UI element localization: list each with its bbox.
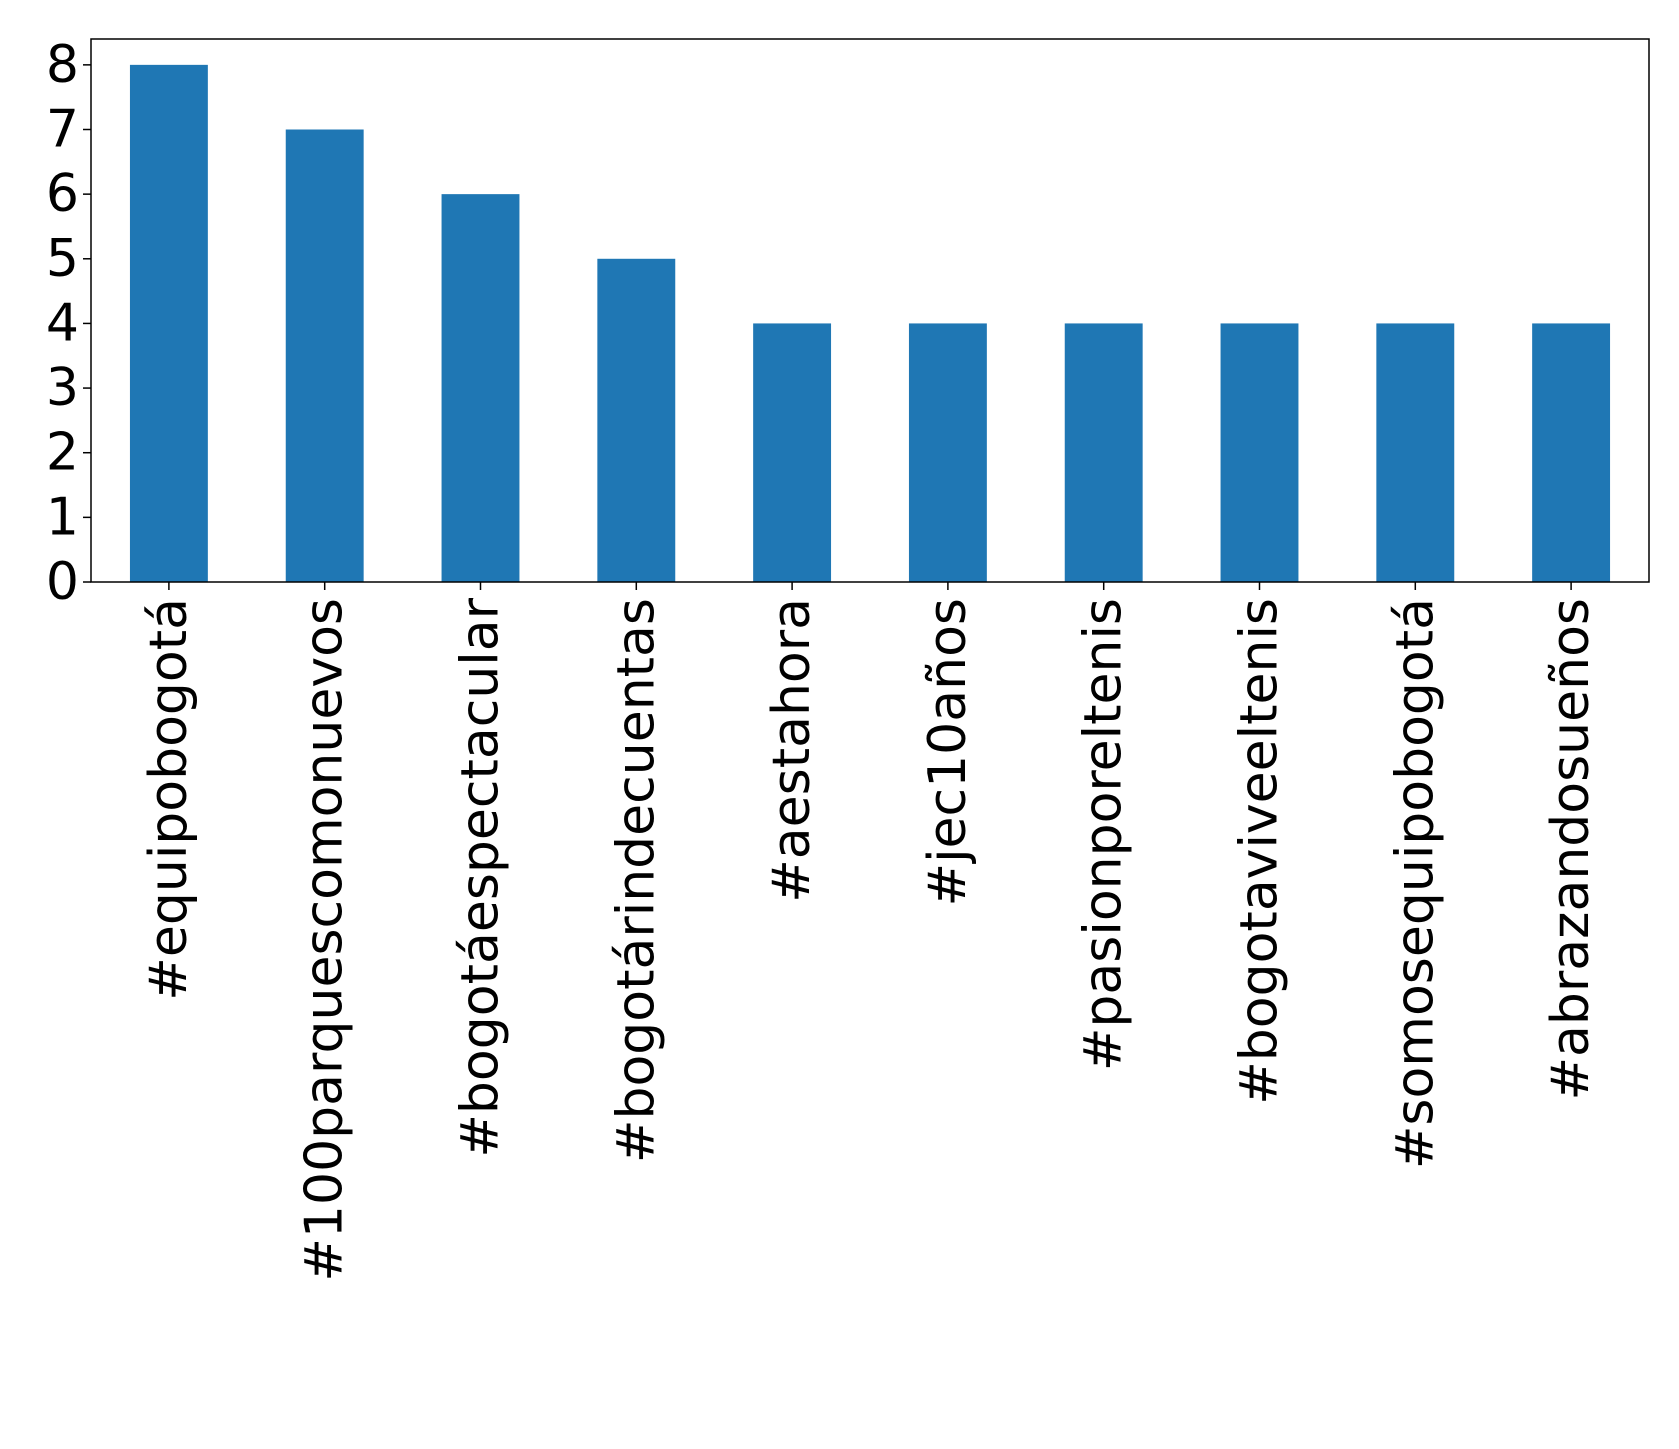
y-tick-label-4: 4: [46, 293, 79, 353]
x-tick-label-5: #jec10años: [918, 598, 978, 907]
x-tick-label-1: #100parquescomonuevos: [295, 598, 355, 1282]
bar-9: [1532, 323, 1611, 582]
x-tick-label-3: #bogotárindecuentas: [606, 598, 666, 1163]
y-tick-label-7: 7: [46, 100, 79, 160]
y-tick-label-6: 6: [46, 164, 79, 224]
x-tick-label-2: #bogotáespectacular: [451, 597, 511, 1157]
x-tick-label-9: #abrazandosueños: [1541, 598, 1601, 1101]
bar-6: [1064, 323, 1143, 582]
x-tick-label-8: #somosequipobogotá: [1385, 598, 1445, 1169]
y-tick-label-3: 3: [46, 358, 79, 418]
x-axis: #equipobogotá #100parquescomonuevos #bogot…: [139, 582, 1601, 1282]
bar-8: [1376, 323, 1455, 582]
bar-0: [129, 64, 208, 583]
x-tick-label-4: #aestahora: [762, 598, 822, 903]
x-tick-label-6: #pasionporeltenis: [1074, 598, 1134, 1071]
y-tick-label-8: 8: [46, 35, 79, 95]
y-tick-label-1: 1: [46, 487, 79, 547]
bar-1: [285, 129, 364, 582]
bars-group: [129, 64, 1611, 583]
bar-7: [1220, 323, 1299, 582]
bar-5: [908, 323, 987, 582]
bar-3: [597, 258, 676, 582]
bar-4: [753, 323, 832, 582]
y-tick-label-5: 5: [46, 229, 79, 289]
y-tick-label-0: 0: [46, 552, 79, 612]
plot-frame: [90, 38, 1650, 583]
x-tick-label-0: #equipobogotá: [139, 598, 199, 1001]
x-tick-label-7: #bogotaviveeltenis: [1230, 598, 1290, 1105]
y-tick-label-2: 2: [46, 423, 79, 483]
bar-2: [441, 194, 520, 582]
